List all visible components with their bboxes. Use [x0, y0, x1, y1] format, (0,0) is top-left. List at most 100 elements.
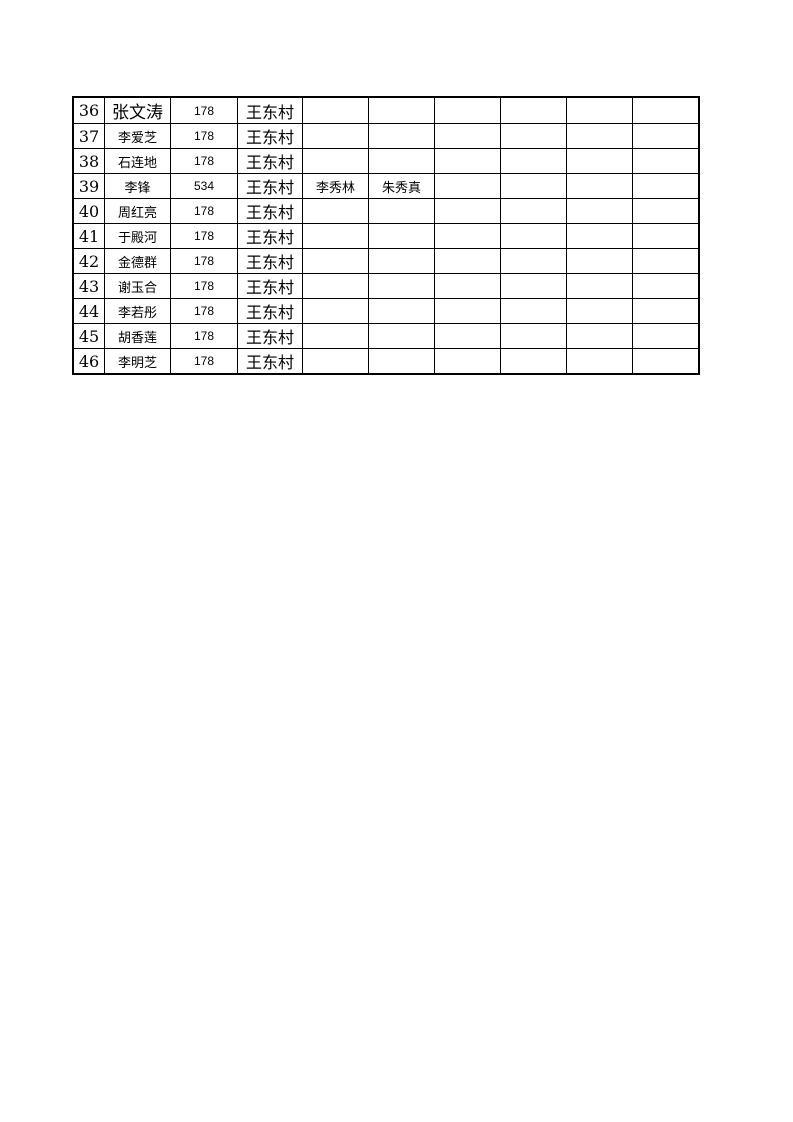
extra-cell-2 — [368, 298, 435, 324]
value-cell: 178 — [170, 323, 238, 349]
extra-cell-1 — [302, 248, 369, 274]
village-cell: 王东村 — [237, 148, 303, 174]
extra-cell-2 — [368, 223, 435, 249]
name-cell: 周红亮 — [104, 198, 171, 224]
empty-cell — [632, 223, 700, 249]
empty-cell — [632, 323, 700, 349]
table-row: 39 李锋 534 王东村 李秀林 朱秀真 — [72, 173, 700, 199]
name-cell: 于殿河 — [104, 223, 171, 249]
empty-cell — [434, 323, 501, 349]
name-cell: 金德群 — [104, 248, 171, 274]
empty-cell — [500, 248, 567, 274]
row-number: 37 — [72, 123, 105, 149]
row-number: 42 — [72, 248, 105, 274]
empty-cell — [566, 298, 633, 324]
value-cell: 178 — [170, 273, 238, 299]
empty-cell — [500, 323, 567, 349]
row-number: 41 — [72, 223, 105, 249]
value-cell: 178 — [170, 96, 238, 124]
extra-cell-1 — [302, 323, 369, 349]
table-row: 37 李爱芝 178 王东村 — [72, 123, 700, 149]
name-cell: 李明芝 — [104, 348, 171, 375]
empty-cell — [566, 248, 633, 274]
village-cell: 王东村 — [237, 348, 303, 375]
extra-cell-2 — [368, 123, 435, 149]
empty-cell — [434, 198, 501, 224]
table-row: 44 李若彤 178 王东村 — [72, 298, 700, 324]
empty-cell — [500, 273, 567, 299]
value-cell: 178 — [170, 248, 238, 274]
empty-cell — [632, 248, 700, 274]
extra-cell-1 — [302, 96, 369, 124]
row-number: 36 — [72, 96, 105, 124]
extra-cell-1 — [302, 123, 369, 149]
row-number: 40 — [72, 198, 105, 224]
extra-cell-2 — [368, 198, 435, 224]
row-number: 39 — [72, 173, 105, 199]
row-number: 43 — [72, 273, 105, 299]
name-cell: 胡香莲 — [104, 323, 171, 349]
data-table: 36 张文涛 178 王东村 37 李爱芝 178 王东村 38 石连地 178 王东村 39 李锋 534… — [72, 96, 700, 375]
empty-cell — [500, 96, 567, 124]
name-cell: 张文涛 — [104, 96, 171, 124]
name-cell: 石连地 — [104, 148, 171, 174]
empty-cell — [434, 123, 501, 149]
empty-cell — [500, 173, 567, 199]
empty-cell — [500, 223, 567, 249]
empty-cell — [434, 173, 501, 199]
empty-cell — [434, 273, 501, 299]
empty-cell — [500, 148, 567, 174]
empty-cell — [566, 198, 633, 224]
table-row: 43 谢玉合 178 王东村 — [72, 273, 700, 299]
value-cell: 178 — [170, 348, 238, 375]
extra-cell-2 — [368, 273, 435, 299]
extra-cell-2 — [368, 248, 435, 274]
name-cell: 李若彤 — [104, 298, 171, 324]
row-number: 46 — [72, 348, 105, 375]
row-number: 44 — [72, 298, 105, 324]
table-row: 36 张文涛 178 王东村 — [72, 96, 700, 124]
row-number: 38 — [72, 148, 105, 174]
name-cell: 谢玉合 — [104, 273, 171, 299]
empty-cell — [434, 248, 501, 274]
extra-cell-1 — [302, 273, 369, 299]
extra-cell-1 — [302, 198, 369, 224]
name-cell: 李爱芝 — [104, 123, 171, 149]
village-cell: 王东村 — [237, 273, 303, 299]
extra-cell-2 — [368, 323, 435, 349]
empty-cell — [566, 123, 633, 149]
empty-cell — [632, 123, 700, 149]
extra-cell-2 — [368, 148, 435, 174]
extra-cell-1: 李秀林 — [302, 173, 369, 199]
empty-cell — [434, 298, 501, 324]
village-cell: 王东村 — [237, 223, 303, 249]
empty-cell — [500, 298, 567, 324]
empty-cell — [632, 198, 700, 224]
empty-cell — [566, 173, 633, 199]
empty-cell — [434, 148, 501, 174]
village-cell: 王东村 — [237, 96, 303, 124]
empty-cell — [500, 198, 567, 224]
row-number: 45 — [72, 323, 105, 349]
value-cell: 178 — [170, 148, 238, 174]
empty-cell — [434, 348, 501, 375]
extra-cell-2 — [368, 96, 435, 124]
value-cell: 178 — [170, 298, 238, 324]
empty-cell — [434, 223, 501, 249]
empty-cell — [632, 96, 700, 124]
value-cell: 534 — [170, 173, 238, 199]
value-cell: 178 — [170, 223, 238, 249]
empty-cell — [632, 148, 700, 174]
empty-cell — [632, 273, 700, 299]
village-cell: 王东村 — [237, 198, 303, 224]
empty-cell — [500, 348, 567, 375]
empty-cell — [500, 123, 567, 149]
extra-cell-1 — [302, 148, 369, 174]
empty-cell — [632, 173, 700, 199]
table-row: 38 石连地 178 王东村 — [72, 148, 700, 174]
empty-cell — [632, 298, 700, 324]
value-cell: 178 — [170, 123, 238, 149]
village-cell: 王东村 — [237, 123, 303, 149]
table-row: 46 李明芝 178 王东村 — [72, 348, 700, 375]
empty-cell — [566, 96, 633, 124]
